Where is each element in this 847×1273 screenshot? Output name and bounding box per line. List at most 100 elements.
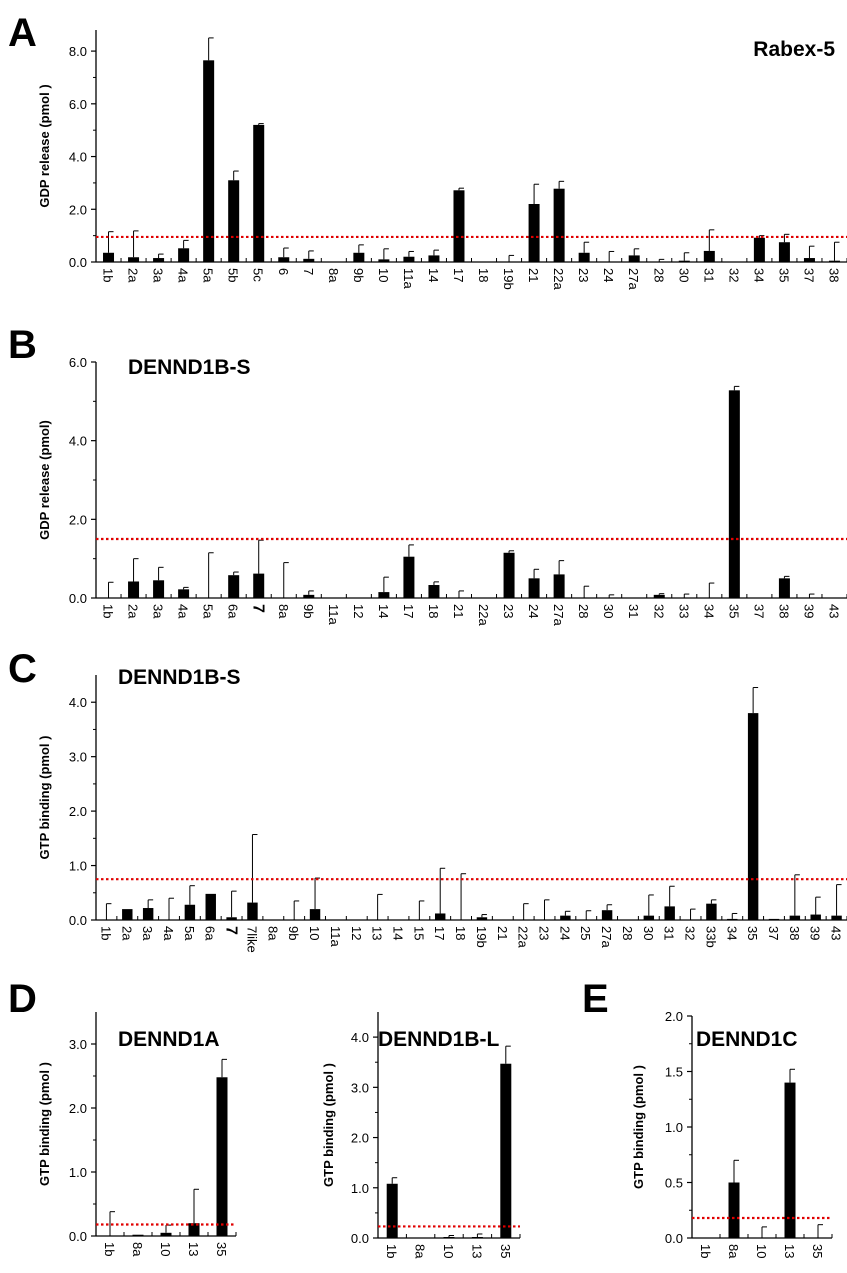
panel-letter-a: A	[8, 11, 37, 55]
chart-b-bar	[178, 589, 190, 598]
chart-b-category-label: 39	[801, 604, 816, 618]
chart-e-category-label: 35	[810, 1244, 825, 1258]
chart-a-category-label: 21	[526, 268, 541, 282]
chart-a-category-label: 1b	[101, 268, 116, 282]
chart-b-ytick-label: 2.0	[69, 512, 87, 527]
chart-c-ylabel: GTP binding (pmol )	[37, 736, 52, 860]
chart-e-title: DENND1C	[696, 1028, 798, 1051]
chart-b-category-label: 5a	[201, 604, 216, 619]
chart-a-category-label: 24	[601, 268, 616, 282]
chart-b-bar	[503, 552, 515, 598]
chart-a-category-label: 30	[676, 268, 691, 282]
chart-c-category-label: 33b	[703, 926, 718, 948]
chart-a-category-label: 5b	[226, 268, 241, 282]
chart-d1-ytick-label: 1.0	[69, 1165, 87, 1180]
chart-b-category-label: 35	[726, 604, 741, 618]
chart-e-category-label: 8a	[726, 1244, 741, 1259]
chart-b-bar	[428, 585, 440, 598]
chart-a-category-label: 3a	[151, 268, 166, 283]
chart-b-category-label: 32	[651, 604, 666, 618]
chart-e-category-label: 13	[782, 1244, 797, 1258]
chart-c-ytick-label: 3.0	[69, 750, 87, 765]
chart-b-category-label: 7	[250, 604, 267, 613]
chart-a-bar	[228, 180, 240, 262]
chart-d2-category-label: 10	[441, 1244, 456, 1258]
chart-d2-ytick-label: 0.0	[351, 1231, 369, 1246]
chart-c-category-label: 25	[578, 926, 593, 940]
chart-a-bar	[553, 188, 565, 262]
chart-a-category-label: 34	[751, 268, 766, 282]
chart-b-title: DENND1B-S	[128, 356, 251, 379]
chart-b-category-label: 34	[701, 604, 716, 618]
chart-a-ytick-label: 6.0	[69, 97, 87, 112]
chart-d1-bar	[188, 1223, 200, 1236]
chart-e-category-label: 1b	[698, 1244, 713, 1258]
chart-a-bar	[403, 256, 415, 262]
chart-a-bar	[253, 124, 265, 262]
chart-c-bar	[664, 906, 675, 920]
chart-e-category-label: 10	[754, 1244, 769, 1258]
chart-c-category-label: 35	[745, 926, 760, 940]
chart-c-category-label: 23	[537, 926, 552, 940]
chart-a-category-label: 14	[426, 268, 441, 282]
chart-e-ytick-label: 1.5	[665, 1065, 683, 1080]
chart-c-bar	[142, 908, 154, 920]
chart-a-category-label: 37	[801, 268, 816, 282]
chart-d1-ylabel: GTP binding (pmol )	[37, 1062, 52, 1186]
chart-c-category-label: 38	[787, 926, 802, 940]
chart-a-category-label: 27a	[626, 268, 641, 290]
panel-letter-e: E	[582, 977, 609, 1021]
chart-b-bar	[653, 594, 665, 598]
chart-b-category-label: 31	[626, 604, 641, 618]
chart-d2-category-label: 13	[469, 1244, 484, 1258]
chart-a-bar	[778, 242, 790, 262]
chart-b-bar	[553, 574, 565, 598]
chart-a-category-label: 10	[376, 268, 391, 282]
charts-layer: Rabex-5 GDP release (pmol ) 0.0 2.0 4.0 6.0 8.…	[37, 30, 847, 1259]
chart-b-bar	[128, 581, 140, 598]
chart-b-category-label: 1b	[101, 604, 116, 618]
chart-b-category-label: 24	[526, 604, 541, 618]
chart-c-category-label: 1b	[98, 926, 113, 940]
chart-a-category-label: 19b	[501, 268, 516, 290]
chart-b-category-label: 3a	[151, 604, 166, 619]
chart-a-category-label: 35	[776, 268, 791, 282]
chart-d2-ytick-label: 2.0	[351, 1131, 369, 1146]
chart-b-category-label: 8a	[276, 604, 291, 619]
chart-d1-bar	[160, 1232, 172, 1236]
chart-b-category-label: 9b	[301, 604, 316, 618]
chart-d2-bar	[443, 1236, 455, 1238]
chart-a-category-label: 7	[301, 268, 316, 275]
chart-a-category-label: 31	[701, 268, 716, 282]
chart-b: DENND1B-S GDP release (pmol) 0.0 2.0 4.0 6.0 1…	[37, 355, 847, 626]
chart-a-bar	[203, 60, 215, 263]
chart-d2-ytick-label: 1.0	[351, 1181, 369, 1196]
chart-d2-ytick-label: 4.0	[351, 1030, 369, 1045]
chart-a: Rabex-5 GDP release (pmol ) 0.0 2.0 4.0 6.0 8.…	[37, 30, 847, 290]
chart-d1-category-label: 35	[214, 1242, 229, 1256]
chart-c-category-label: 27a	[599, 926, 614, 948]
chart-e-ylabel: GTP binding (pmol )	[631, 1065, 646, 1189]
chart-c-category-label: 39	[808, 926, 823, 940]
chart-c-ytick-label: 0.0	[69, 913, 87, 928]
chart-c-category-label: 4a	[161, 926, 176, 941]
chart-c-category-label: 6a	[203, 926, 218, 941]
chart-c-bar	[810, 914, 821, 920]
chart-b-ytick-label: 0.0	[69, 591, 87, 606]
chart-b-bar	[728, 390, 740, 598]
chart-c: DENND1B-S GTP binding (pmol ) 0.0 1.0 2.0 3.0…	[37, 666, 847, 953]
chart-d2-title: DENND1B-L	[378, 1028, 500, 1051]
chart-c-category-label: 9b	[286, 926, 301, 940]
chart-e: DENND1C GTP binding (pmol ) 0.0 0.5 1.0 1.5 2.…	[631, 1009, 833, 1259]
chart-b-category-label: 38	[776, 604, 791, 618]
chart-c-category-label: 32	[683, 926, 698, 940]
chart-c-category-label: 37	[766, 926, 781, 940]
panel-letter-d: D	[8, 977, 37, 1021]
chart-c-category-label: 21	[495, 926, 510, 940]
chart-a-ytick-label: 2.0	[69, 202, 87, 217]
chart-a-bar	[753, 237, 765, 262]
chart-b-category-label: 17	[401, 604, 416, 618]
chart-a-bar	[628, 255, 640, 262]
chart-c-bar	[309, 909, 321, 920]
